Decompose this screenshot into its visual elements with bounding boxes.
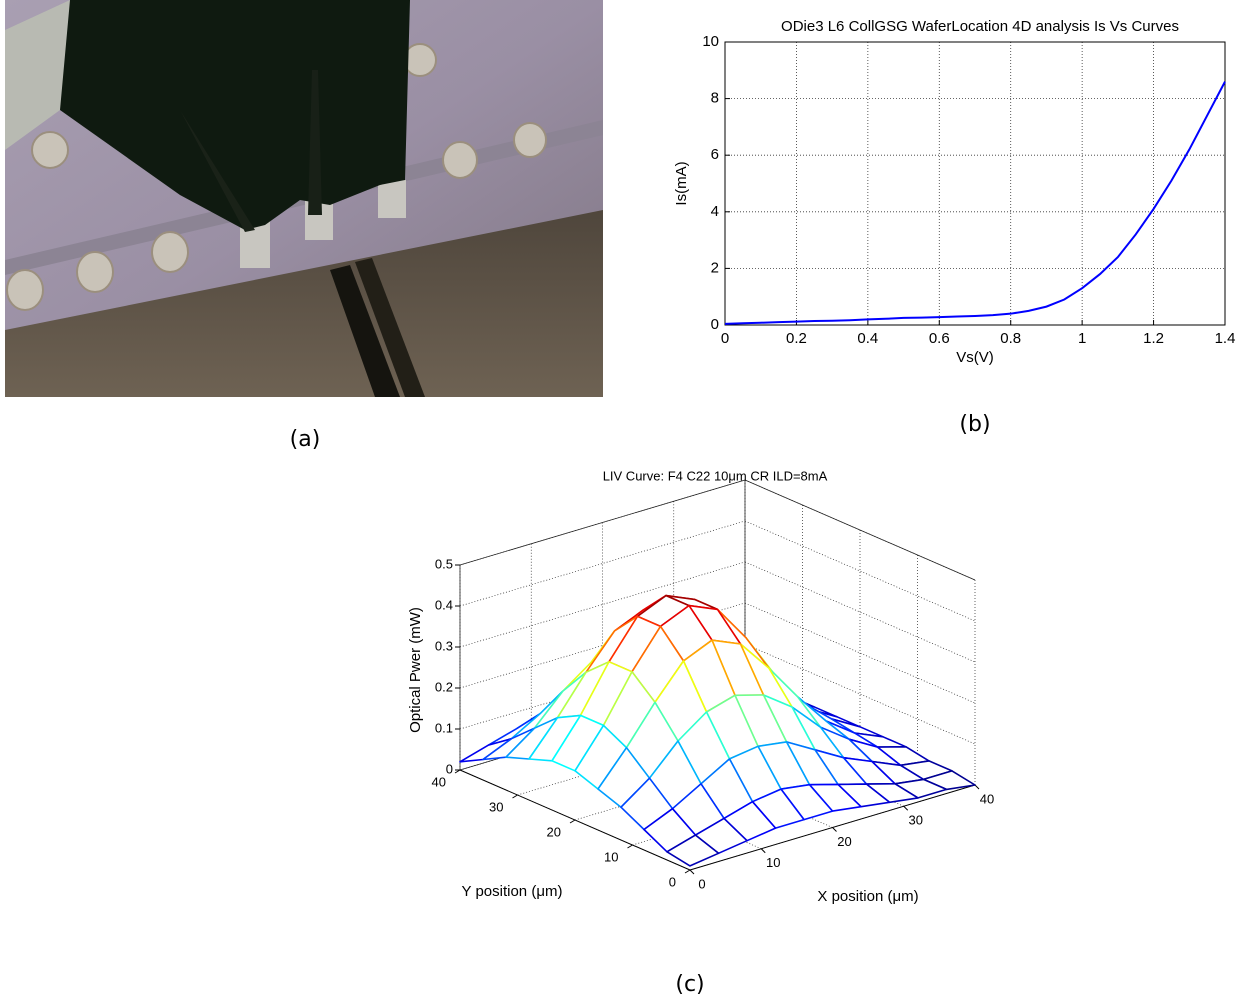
- grid-line: [459, 520, 746, 607]
- line-chart: 0 0.2 0.4 0.6 0.8 1 1.2 1.4 0 2 4 6 8 10 ODie3 L6 Coll…: [673, 18, 1235, 437]
- tick-mark: [689, 869, 695, 875]
- y-tick-label: 20: [547, 824, 561, 839]
- y-tick-label: 0: [669, 874, 676, 889]
- y-tick-label: 0: [711, 316, 719, 333]
- tick-mark: [684, 869, 691, 874]
- x-axis-label: X position (μm): [817, 888, 918, 905]
- tick-mark: [627, 844, 633, 849]
- tick-mark: [832, 827, 837, 832]
- y-axis-label: Y position (μm): [462, 883, 563, 900]
- z-tick-label: 0.2: [435, 679, 453, 694]
- z-axis-label: Optical Pwer (mW): [407, 607, 424, 733]
- x-tick-label: 30: [909, 813, 923, 828]
- x-tick-label: 0.6: [929, 330, 950, 347]
- axis-line: [459, 769, 691, 871]
- caption: (c): [675, 972, 704, 997]
- x-tick-label: 1.4: [1215, 330, 1236, 347]
- y-tick-label: 4: [711, 203, 719, 220]
- y-tick-label: 10: [604, 849, 618, 864]
- tick-mark: [512, 794, 518, 799]
- surface-cell: [666, 834, 720, 867]
- y-tick-label: 6: [711, 146, 719, 163]
- x-tick-label: 0.8: [1000, 330, 1021, 347]
- plot-frame: [724, 41, 1226, 326]
- tick-mark: [903, 805, 909, 811]
- tick-mark: [454, 769, 461, 774]
- plot-area: [725, 42, 1225, 325]
- chart-title: ODie3 L6 CollGSG WaferLocation 4D analys…: [781, 18, 1179, 35]
- x-tick-label: 10: [766, 855, 780, 870]
- x-tick-label: 20: [837, 834, 851, 849]
- tick-mark: [569, 819, 576, 824]
- x-tick-label: 1.2: [1143, 330, 1164, 347]
- x-tick-label: 40: [980, 791, 994, 806]
- tick-mark: [760, 848, 766, 854]
- z-tick-label: 0.3: [435, 638, 453, 653]
- tick-mark: [974, 784, 980, 790]
- z-tick-label: 0.5: [435, 556, 453, 571]
- x-tick-label: 0: [721, 330, 729, 347]
- caption: (b): [959, 412, 990, 437]
- y-axis-label: Is(mA): [673, 161, 690, 205]
- x-tick-label: 0.2: [786, 330, 807, 347]
- photo: [5, 0, 603, 397]
- x-tick-label: 0.4: [857, 330, 878, 347]
- y-tick-label: 8: [711, 90, 719, 107]
- chart-title: LIV Curve: F4 C22 10μm CR ILD=8mA: [603, 468, 828, 483]
- z-tick-label: 0: [446, 761, 453, 776]
- y-tick-label: 40: [432, 774, 446, 789]
- z-tick-label: 0.1: [435, 720, 453, 735]
- x-axis-label: Vs(V): [956, 349, 994, 366]
- axis-line: [689, 784, 976, 871]
- caption: (a): [290, 427, 321, 452]
- y-tick-label: 2: [711, 259, 719, 276]
- x-tick-label: 1: [1078, 330, 1086, 347]
- y-tick-label: 30: [489, 799, 503, 814]
- data-line: [724, 81, 1226, 325]
- x-tick-label: 0: [698, 876, 705, 891]
- z-tick-label: 0.4: [435, 597, 453, 612]
- y-tick-label: 10: [702, 33, 719, 50]
